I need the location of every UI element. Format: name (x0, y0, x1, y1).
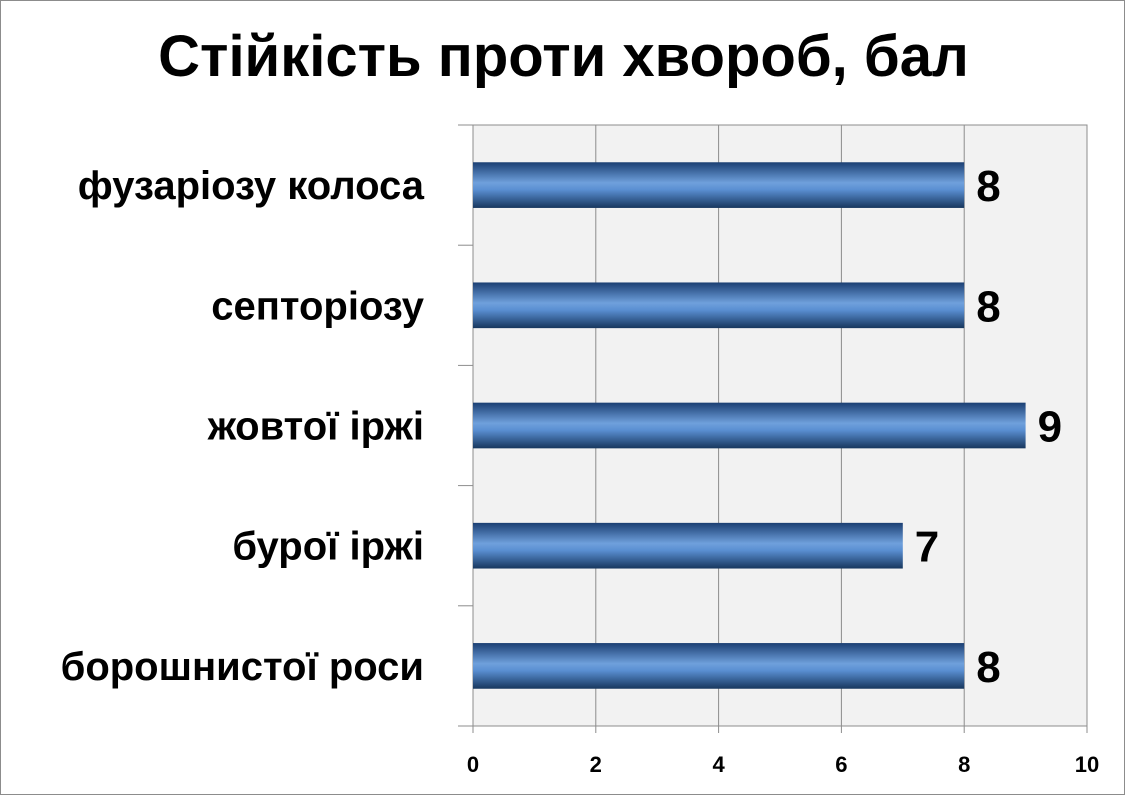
x-tick-label: 4 (712, 752, 725, 777)
data-label: 9 (1038, 403, 1062, 452)
chart-title: Стійкість проти хвороб, бал (158, 24, 969, 89)
bar (473, 162, 965, 208)
bar (473, 402, 1026, 449)
x-tick-label: 2 (590, 752, 602, 777)
bar (473, 643, 965, 689)
data-label: 8 (976, 643, 1000, 692)
category-label: бурої іржі (232, 525, 424, 569)
x-tick-label: 0 (467, 752, 479, 777)
category-label: жовтої іржі (207, 405, 424, 449)
category-label: септоріозу (211, 284, 424, 328)
x-tick-label: 10 (1075, 752, 1099, 777)
x-tick-label: 6 (835, 752, 847, 777)
category-label: фузаріозу колоса (78, 164, 425, 208)
x-tick-label: 8 (958, 752, 970, 777)
bar (473, 282, 965, 329)
data-label: 7 (915, 523, 939, 572)
bar (473, 522, 903, 569)
data-label: 8 (976, 162, 1000, 211)
category-label: борошнистої роси (61, 645, 424, 689)
data-label: 8 (976, 282, 1000, 331)
